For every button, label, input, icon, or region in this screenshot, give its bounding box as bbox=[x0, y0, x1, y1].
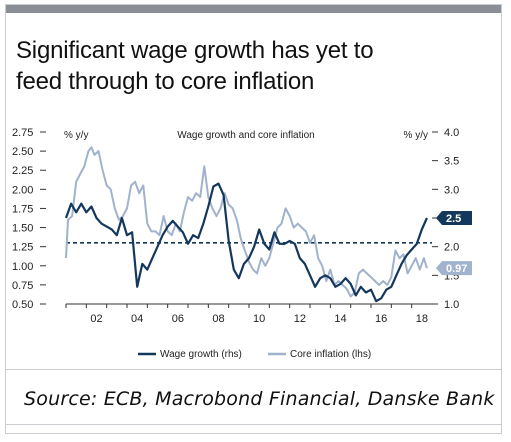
x-tick-label: 08 bbox=[212, 313, 224, 325]
left-tick-label: 2.75 bbox=[12, 127, 33, 139]
chart-card: Significant wage growth has yet to feed … bbox=[5, 4, 502, 434]
source-box: Source: ECB, Macrobond Financial, Danske… bbox=[6, 369, 501, 425]
right-tick-label: 2.0 bbox=[444, 242, 459, 254]
title-line-1: Significant wage growth has yet to bbox=[16, 37, 374, 64]
end-label-wage-bg bbox=[436, 211, 472, 225]
line-chart: 0.50 0.75 1.00 1.25 1.50 1.75 2.00 2.25 2.50 2.75… bbox=[12, 127, 472, 360]
legend: Wage growth (rhs) Core inflation (lhs) bbox=[138, 349, 371, 360]
left-tick-label: 0.75 bbox=[12, 280, 33, 292]
x-tick-label: 12 bbox=[294, 313, 306, 325]
series-line-core-inflation bbox=[65, 146, 428, 298]
x-tick-label: 06 bbox=[172, 313, 184, 325]
end-label-wage-growth: 2.5 bbox=[436, 211, 472, 225]
end-label-core-inflation: 0.97 bbox=[436, 261, 472, 276]
end-label-core-text: 0.97 bbox=[446, 263, 467, 275]
x-tick-label: 14 bbox=[334, 313, 346, 325]
left-tick-label: 1.50 bbox=[12, 223, 33, 235]
page-title: Significant wage growth has yet to feed … bbox=[16, 35, 486, 97]
x-tick-label: 10 bbox=[253, 313, 265, 325]
legend-label-core: Core inflation (lhs) bbox=[290, 349, 371, 360]
x-tick-label: 04 bbox=[131, 313, 143, 325]
x-tick-label: 16 bbox=[375, 313, 387, 325]
x-tick-label: 02 bbox=[90, 313, 102, 325]
right-axis-unit: % y/y bbox=[404, 130, 428, 141]
left-tick-label: 1.00 bbox=[12, 261, 33, 273]
x-tick-label: 18 bbox=[416, 313, 428, 325]
right-tick-label: 4.0 bbox=[444, 127, 459, 139]
series-line-wage-growth bbox=[64, 182, 428, 303]
left-tick-label: 0.50 bbox=[12, 299, 33, 311]
end-label-wage-text: 2.5 bbox=[446, 213, 461, 225]
right-tick-label: 3.0 bbox=[444, 184, 459, 196]
left-tick-label: 2.00 bbox=[12, 184, 33, 196]
left-axis-unit: % y/y bbox=[64, 130, 88, 141]
chart-title: Wage growth and core inflation bbox=[177, 130, 315, 141]
legend-label-wage: Wage growth (rhs) bbox=[160, 349, 242, 360]
title-line-2: feed through to core inflation bbox=[16, 68, 315, 95]
left-tick-label: 2.50 bbox=[12, 146, 33, 158]
right-tick-label: 1.0 bbox=[444, 299, 459, 311]
left-tick-label: 2.25 bbox=[12, 165, 33, 177]
end-label-core-bg bbox=[436, 261, 472, 276]
left-tick-label: 1.25 bbox=[12, 242, 33, 254]
source-text: Source: ECB, Macrobond Financial, Danske… bbox=[24, 388, 495, 410]
right-tick-label: 3.5 bbox=[444, 156, 459, 168]
left-tick-label: 1.75 bbox=[12, 203, 33, 215]
top-accent-bar bbox=[6, 5, 501, 13]
